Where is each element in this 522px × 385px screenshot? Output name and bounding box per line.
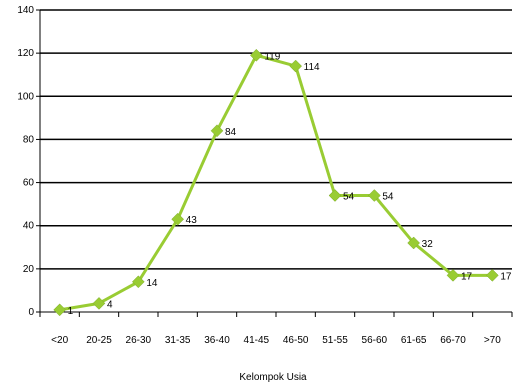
data-point-marker (328, 189, 342, 202)
data-point-marker (210, 124, 224, 138)
x-tick-label: 31-35 (165, 335, 191, 346)
x-tick-label: 66-70 (440, 335, 466, 346)
data-label: 17 (461, 271, 473, 282)
data-label: 17 (500, 271, 512, 282)
data-label: 54 (343, 192, 355, 203)
y-tick-label: 20 (23, 264, 35, 275)
x-tick-label: 46-50 (283, 335, 309, 346)
data-point-marker (367, 189, 381, 202)
data-label: 14 (146, 278, 158, 289)
x-tick-label: 51-55 (322, 335, 348, 346)
data-label: 4 (107, 299, 113, 310)
data-point-marker (92, 297, 106, 310)
x-axis: <20 20-25 26-30 31-35 36-40 41-45 46-50 51-55 56… (39, 312, 513, 346)
y-tick-label: 140 (17, 5, 34, 16)
gridlines (40, 9, 512, 313)
x-tick-label: 26-30 (126, 335, 152, 346)
data-point-marker (53, 303, 67, 317)
data-point-marker (131, 275, 145, 289)
data-label: 84 (225, 127, 237, 138)
x-tick-label: 36-40 (204, 335, 230, 346)
y-tick-label: 40 (23, 221, 35, 232)
data-label: 119 (264, 51, 280, 62)
data-label: 43 (186, 215, 198, 226)
y-tick-label: 0 (28, 307, 34, 318)
y-tick-label: 120 (17, 48, 34, 59)
data-point-marker (289, 59, 303, 73)
x-tick-label: 20-25 (86, 335, 112, 346)
y-tick-label: 100 (17, 91, 34, 102)
x-axis-title: Kelompok Usia (239, 372, 307, 383)
y-axis: 0 20 40 60 80 100 120 140 (17, 5, 41, 318)
data-point-marker (485, 268, 499, 282)
data-point-marker (171, 212, 185, 226)
y-tick-label: 80 (23, 134, 35, 145)
x-tick-label: 61-65 (401, 335, 427, 346)
x-tick-label: 41-45 (244, 335, 270, 346)
x-tick-label: 56-60 (362, 335, 388, 346)
data-label: 1 (68, 306, 74, 317)
data-label: 54 (382, 192, 394, 203)
series-line (59, 53, 493, 312)
x-tick-label: >70 (484, 335, 501, 346)
data-label: 114 (304, 62, 320, 73)
data-point-marker (249, 48, 263, 62)
data-label: 32 (422, 239, 434, 250)
data-point-marker (407, 236, 421, 250)
data-point-marker (446, 268, 460, 282)
x-tick-label: <20 (51, 335, 68, 346)
y-tick-label: 60 (23, 178, 35, 189)
